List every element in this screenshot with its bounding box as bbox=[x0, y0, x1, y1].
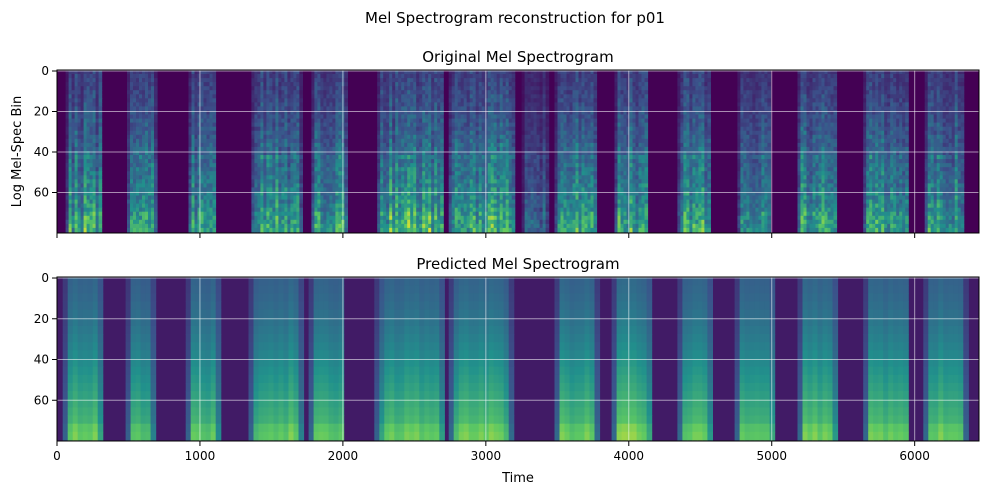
spectrogram-segment bbox=[554, 70, 598, 233]
axes-frame bbox=[56, 69, 980, 234]
spectrogram-segment bbox=[797, 70, 838, 233]
spectrogram-image bbox=[57, 70, 979, 233]
spectrogram-segment bbox=[863, 277, 909, 441]
axes-original: Original Mel Spectrogram 0 20 40 60 Log Mel-S… bbox=[10, 48, 980, 238]
y-tick-label: 60 bbox=[34, 186, 49, 200]
x-tick-label: 3000 bbox=[471, 449, 502, 463]
spectrogram-segment bbox=[248, 277, 305, 441]
spectrogram-segment bbox=[185, 277, 222, 441]
spectrogram-segment bbox=[737, 70, 771, 233]
spectrogram-segment bbox=[188, 70, 217, 233]
spectrogram-image bbox=[57, 277, 979, 441]
x-tick-label: 0 bbox=[53, 449, 61, 463]
spectrogram-segment bbox=[65, 70, 103, 233]
spectrogram-segment bbox=[251, 70, 303, 233]
x-tick-label: 6000 bbox=[899, 449, 930, 463]
y-tick-label: 20 bbox=[34, 105, 49, 119]
spectrogram-segment bbox=[308, 277, 345, 441]
spectrogram-segment bbox=[614, 70, 649, 233]
x-tick-label: 2000 bbox=[328, 449, 359, 463]
figure-suptitle: Mel Spectrogram reconstruction for p01 bbox=[365, 9, 665, 27]
y-axis-label: Log Mel-Spec Bin bbox=[10, 96, 25, 207]
y-tick-label: 20 bbox=[34, 312, 49, 326]
spectrogram-segment bbox=[448, 70, 516, 233]
spectrogram-segment bbox=[734, 277, 776, 441]
axes-title: Predicted Mel Spectrogram bbox=[416, 255, 619, 273]
spectrogram-segment bbox=[611, 277, 653, 441]
spectrogram-segment bbox=[521, 70, 550, 233]
x-axis-label: Time bbox=[501, 471, 534, 486]
spectrogram-segment bbox=[448, 277, 515, 441]
y-tick-label: 60 bbox=[34, 393, 49, 407]
axes-title: Original Mel Spectrogram bbox=[422, 48, 613, 66]
y-tick-label: 0 bbox=[41, 271, 49, 285]
spectrogram-segment bbox=[863, 70, 909, 233]
spectrogram-segment bbox=[374, 277, 445, 441]
axes-predicted: Predicted Mel Spectrogram 0 1000 2000 3000 40… bbox=[34, 255, 980, 486]
x-tick-label: 1000 bbox=[185, 449, 216, 463]
y-tick-label: 40 bbox=[34, 353, 49, 367]
spectrogram-segment bbox=[923, 277, 969, 441]
y-tick-label: 0 bbox=[41, 64, 49, 78]
spectrogram-segment bbox=[797, 277, 839, 441]
spectrogram-segment bbox=[677, 277, 713, 441]
axes-frame bbox=[56, 276, 980, 442]
spectrogram-segment bbox=[127, 70, 158, 233]
spectrogram-segment bbox=[554, 277, 601, 441]
x-tick-label: 5000 bbox=[756, 449, 787, 463]
spectrogram-segment bbox=[924, 70, 965, 233]
x-tick-label: 4000 bbox=[614, 449, 645, 463]
spectrogram-segment bbox=[677, 70, 711, 233]
spectrogram-segment bbox=[125, 277, 157, 441]
spectrogram-segment bbox=[62, 277, 104, 441]
spectrogram-segment bbox=[377, 70, 444, 233]
y-tick-label: 40 bbox=[34, 145, 49, 159]
